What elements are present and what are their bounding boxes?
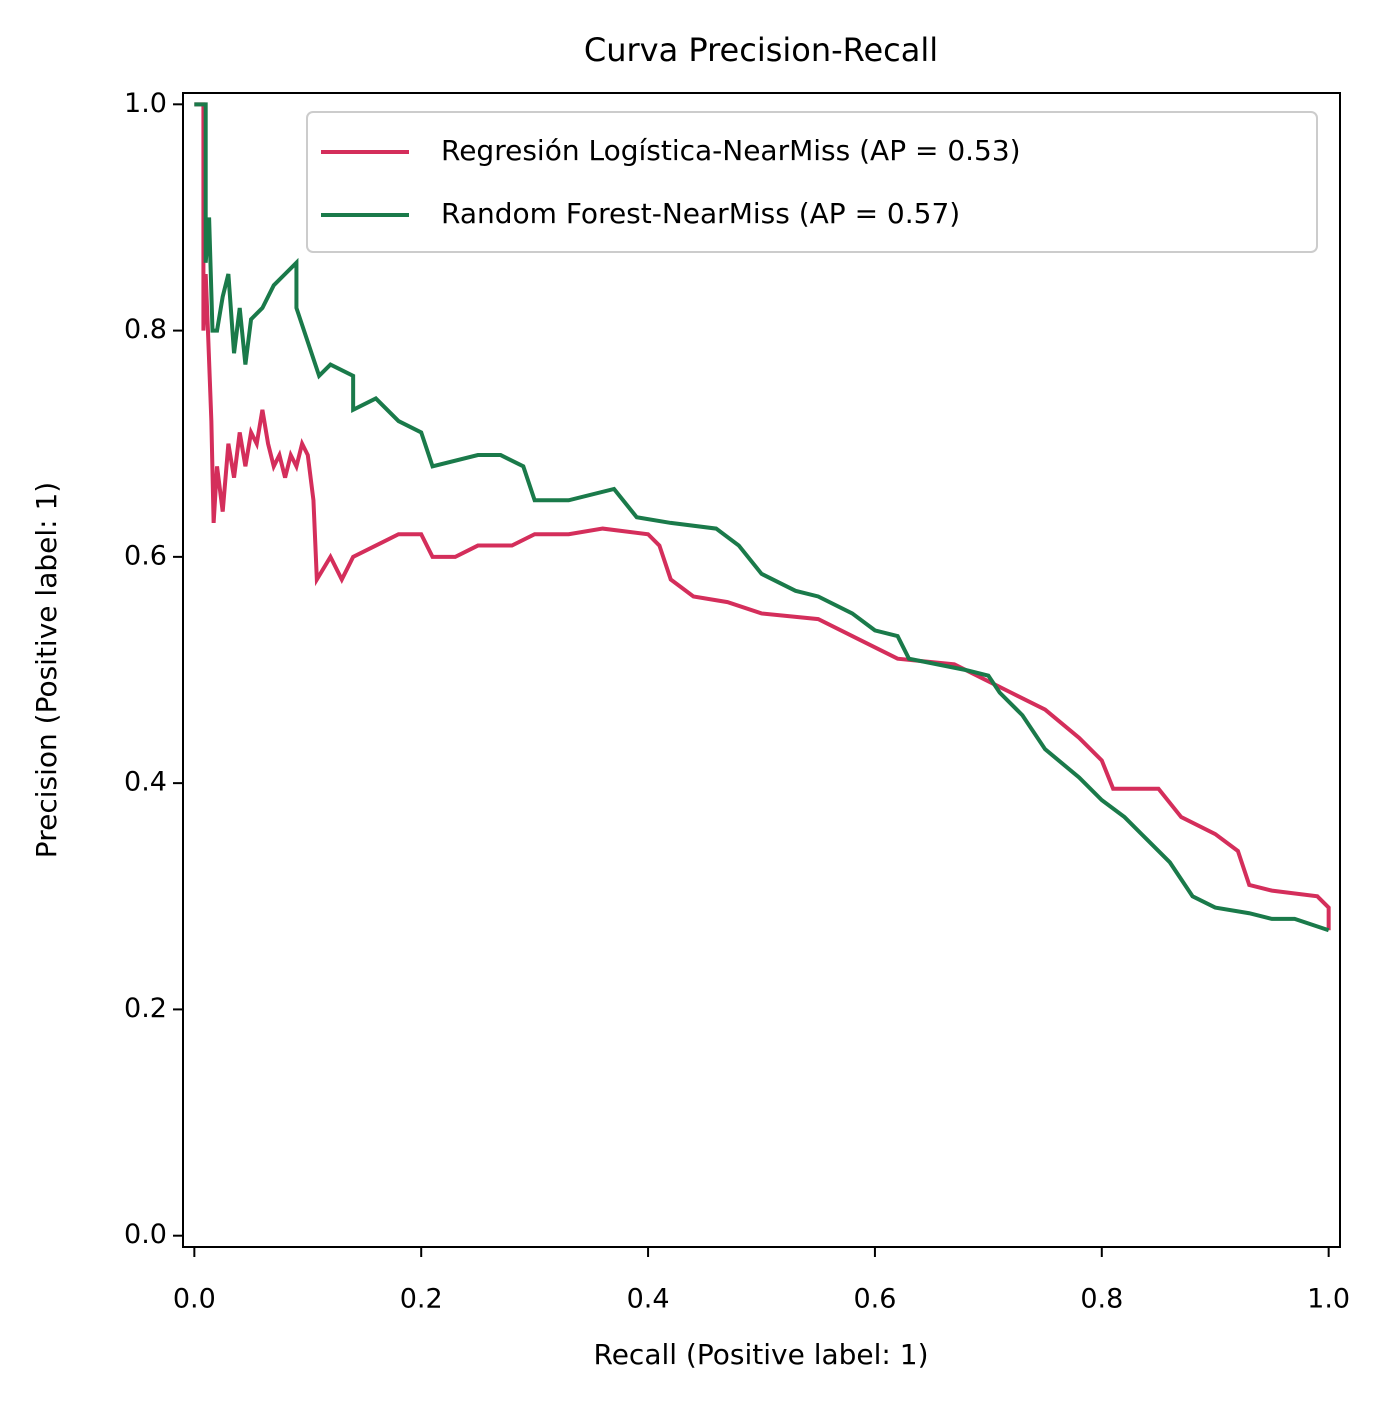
series-line — [194, 102, 1331, 931]
y-tick-label: 0.2 — [124, 993, 167, 1024]
y-tick-label: 0.8 — [124, 314, 167, 345]
legend-label: Regresión Logística-NearMiss (AP = 0.53) — [441, 134, 1021, 167]
y-axis-label: Precision (Positive label: 1) — [30, 482, 63, 858]
y-tick-label: 0.0 — [124, 1219, 167, 1250]
x-tick-label: 0.8 — [1080, 1284, 1123, 1315]
x-tick-label: 0.6 — [853, 1284, 896, 1315]
x-tick-label: 1.0 — [1307, 1284, 1350, 1315]
plot-frame — [182, 92, 1341, 1248]
chart-title: Curva Precision-Recall — [584, 31, 938, 69]
x-axis-label: Recall (Positive label: 1) — [594, 1338, 929, 1371]
y-tick-label: 0.6 — [124, 540, 167, 571]
y-tick-label: 0.4 — [124, 767, 167, 798]
x-tick-label: 0.2 — [400, 1284, 443, 1315]
x-tick-label: 0.0 — [173, 1284, 216, 1315]
x-tick-label: 0.4 — [627, 1284, 670, 1315]
legend-box — [306, 111, 1318, 253]
y-tick-label: 1.0 — [124, 88, 167, 119]
legend-label: Random Forest-NearMiss (AP = 0.57) — [441, 197, 960, 230]
series-line — [194, 102, 1330, 933]
